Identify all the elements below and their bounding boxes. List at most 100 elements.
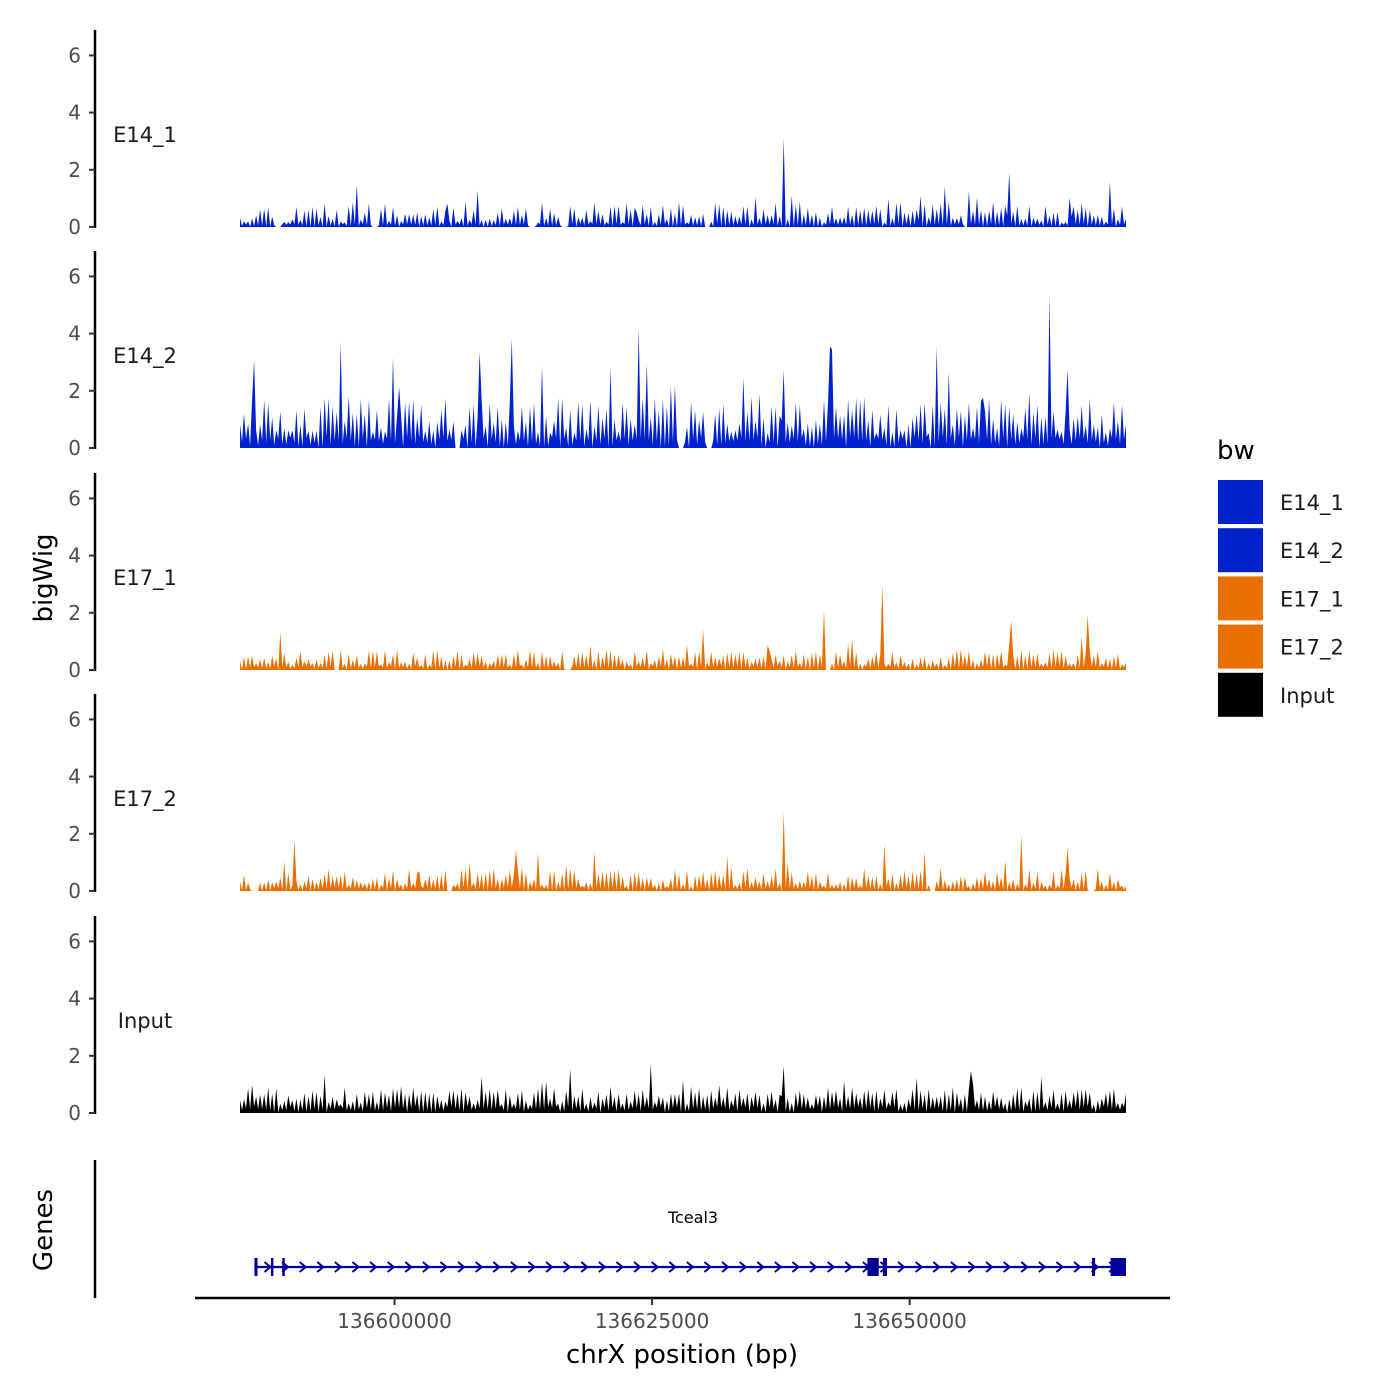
y-tick-label: 0 [68,658,81,682]
gene-exon [254,1258,258,1276]
strand-arrow [915,1261,924,1273]
legend-swatch-E14_2 [1218,528,1263,573]
gene-exon [1110,1258,1126,1276]
facet-label: E14_1 [113,123,177,148]
signal-area-E14_2 [240,295,1126,448]
strand-arrow [351,1261,361,1273]
y-tick-label: 0 [68,1101,81,1125]
genes-axis-title: Genes [29,1189,59,1271]
facet-label: E17_1 [113,566,177,591]
legend-label-Input: Input [1280,684,1334,708]
strand-arrow [985,1261,994,1273]
gene-exon [882,1258,887,1276]
tracks-layer: 0 2 4 6 E14_1 0 2 4 6 E14_2 0 2 4 6 E17_1 0 2 4 6 E17_2 0 2 4 6… [68,30,1126,1125]
x-tick-label: 136625000 [595,1309,710,1333]
strand-arrow [369,1261,378,1273]
strand-arrow [457,1261,466,1273]
strand-arrow [492,1261,501,1273]
gene-exon [282,1258,285,1276]
strand-arrow [563,1261,572,1273]
strand-arrow [263,1261,273,1273]
x-tick-label: 136650000 [852,1309,967,1333]
strand-arrow [1073,1261,1082,1273]
strand-arrow [387,1261,396,1273]
strand-arrow [686,1261,695,1273]
legend-label-E14_2: E14_2 [1280,539,1344,564]
strand-arrow [932,1261,941,1273]
strand-arrow [299,1261,308,1273]
gene-exon [270,1258,274,1276]
strand-arrow [439,1261,449,1273]
legend-label-E17_2: E17_2 [1280,636,1344,661]
strand-arrow [668,1261,677,1273]
y-tick-label: 0 [68,436,81,460]
facet-label: Input [118,1009,172,1033]
strand-arrow [756,1261,765,1273]
y-tick-label: 6 [68,264,81,288]
strand-arrow [809,1261,818,1273]
strand-arrow [404,1261,413,1273]
strand-arrow [1055,1261,1065,1273]
strand-arrow [598,1261,607,1273]
legend: bw E14_1 E14_2 E17_1 E17_2 Input [1217,436,1344,717]
strand-arrow [527,1261,537,1273]
track-E17_1: 0 2 4 6 E17_1 [68,473,1126,682]
gene-label: Tceal3 [667,1208,718,1227]
track-E14_1: 0 2 4 6 E14_1 [68,30,1126,239]
strand-arrow [897,1261,906,1273]
y-tick-label: 0 [68,215,81,239]
signal-area-E17_2 [240,811,1126,891]
legend-label-E17_1: E17_1 [1280,587,1344,612]
y-tick-label: 0 [68,879,81,903]
legend-swatch-E14_1 [1218,480,1263,524]
y-tick-label: 2 [68,601,81,625]
signal-area-Input [240,1063,1126,1113]
gene-exon [1092,1258,1096,1276]
strand-arrow [774,1261,783,1273]
strand-arrow [651,1261,660,1273]
strand-arrow [791,1261,801,1273]
y-tick-label: 2 [68,158,81,182]
strand-arrow [510,1261,519,1273]
strand-arrow [545,1261,554,1273]
track-E14_2: 0 2 4 6 E14_2 [68,251,1126,460]
legend-swatch-Input [1218,672,1263,717]
signal-area-E17_1 [240,584,1126,670]
x-axis-title: chrX position (bp) [566,1340,798,1370]
facet-label: E17_2 [113,787,177,812]
facet-label: E14_2 [113,344,177,369]
strand-arrow [827,1261,836,1273]
y-tick-label: 4 [68,322,81,346]
legend-title: bw [1217,436,1255,466]
strand-arrow [475,1261,484,1273]
gene-track: Tceal3 [93,1160,1126,1298]
legend-swatch-E17_2 [1218,624,1263,669]
strand-arrow [1038,1261,1047,1273]
y-tick-label: 4 [68,544,81,568]
legend-label-E14_1: E14_1 [1280,491,1344,516]
strand-arrow [1003,1261,1012,1273]
x-axis: 136600000 136625000 136650000 [195,1296,1170,1333]
strand-arrow [721,1261,730,1273]
track-E17_2: 0 2 4 6 E17_2 [68,694,1126,903]
x-tick-label: 136600000 [337,1309,452,1333]
strand-arrow [615,1261,625,1273]
y-tick-label: 6 [68,929,81,953]
strand-arrow [703,1261,713,1273]
y-axis-title: bigWig [29,533,59,622]
y-tick-label: 2 [68,822,81,846]
strand-arrow [739,1261,748,1273]
y-tick-label: 6 [68,707,81,731]
y-tick-label: 4 [68,101,81,125]
strand-arrow [967,1261,977,1273]
strand-arrow [1020,1261,1029,1273]
y-tick-label: 4 [68,765,81,789]
y-tick-label: 2 [68,1044,81,1068]
legend-swatch-E17_1 [1218,576,1263,621]
strand-arrow [334,1261,343,1273]
signal-area-E14_1 [240,138,1126,227]
strand-arrow [633,1261,642,1273]
strand-arrow [422,1261,431,1273]
y-tick-label: 6 [68,43,81,67]
